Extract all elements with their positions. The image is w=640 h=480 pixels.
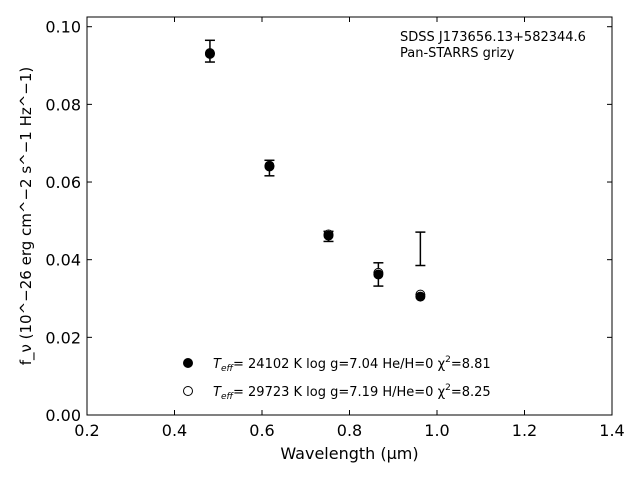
data-points <box>204 48 426 302</box>
y-axis-label: f_ν (10^−26 erg cm^−2 s^−1 Hz^−1) <box>17 67 36 366</box>
annotation-line-2: Pan-STARRS grizy <box>400 46 515 61</box>
legend-2-tail: =8.25 <box>451 385 491 400</box>
legend: Teff= 24102 K log g=7.04 He/H=0 χ2=8.81 … <box>183 355 491 402</box>
x-tick-label: 0.2 <box>74 421 99 440</box>
y-tick-label: 0.00 <box>45 406 81 425</box>
x-tick-label: 0.4 <box>162 421 187 440</box>
x-tick-label: 1.4 <box>599 421 624 440</box>
legend-2-sym: T <box>213 385 222 400</box>
legend-label-1: Teff= 24102 K log g=7.04 He/H=0 χ2=8.81 <box>213 355 491 374</box>
point-filled <box>373 269 384 280</box>
point-filled <box>415 291 426 302</box>
legend-2-rest: = 29723 K log g=7.19 H/He=0 χ <box>233 385 446 400</box>
point-filled <box>204 48 215 59</box>
axis-ticks: 0.2 0.4 0.6 0.8 1.0 1.2 1.4 0.00 0.02 0.04 0.06 0.0… <box>45 17 625 440</box>
legend-2-sup: 2 <box>445 383 451 393</box>
x-tick-label: 1.2 <box>512 421 537 440</box>
legend-2-sub: eff <box>221 392 235 402</box>
legend-1-tail: =8.81 <box>451 357 491 372</box>
x-tick-label: 0.6 <box>249 421 274 440</box>
point-filled <box>323 230 334 241</box>
legend-1-sym: T <box>213 357 222 372</box>
plot-frame <box>86 16 613 416</box>
legend-marker-open <box>183 386 193 396</box>
legend-label-2: Teff= 29723 K log g=7.19 H/He=0 χ2=8.25 <box>213 383 491 402</box>
legend-1-sub: eff <box>221 364 235 374</box>
y-tick-label: 0.02 <box>45 328 81 347</box>
legend-marker-filled <box>183 358 193 368</box>
point-filled <box>264 161 275 172</box>
y-tick-label: 0.10 <box>45 18 81 37</box>
annotation-line-1: SDSS J173656.13+582344.6 <box>400 30 586 45</box>
y-tick-label: 0.08 <box>45 95 81 114</box>
legend-1-rest: = 24102 K log g=7.04 He/H=0 χ <box>233 357 446 372</box>
x-axis-label: Wavelength (μm) <box>280 444 418 463</box>
y-tick-label: 0.04 <box>45 251 81 270</box>
legend-1-sup: 2 <box>445 355 451 365</box>
y-tick-label: 0.06 <box>45 173 81 192</box>
x-tick-label: 0.8 <box>337 421 362 440</box>
x-tick-label: 1.0 <box>424 421 449 440</box>
error-bars <box>204 39 426 287</box>
